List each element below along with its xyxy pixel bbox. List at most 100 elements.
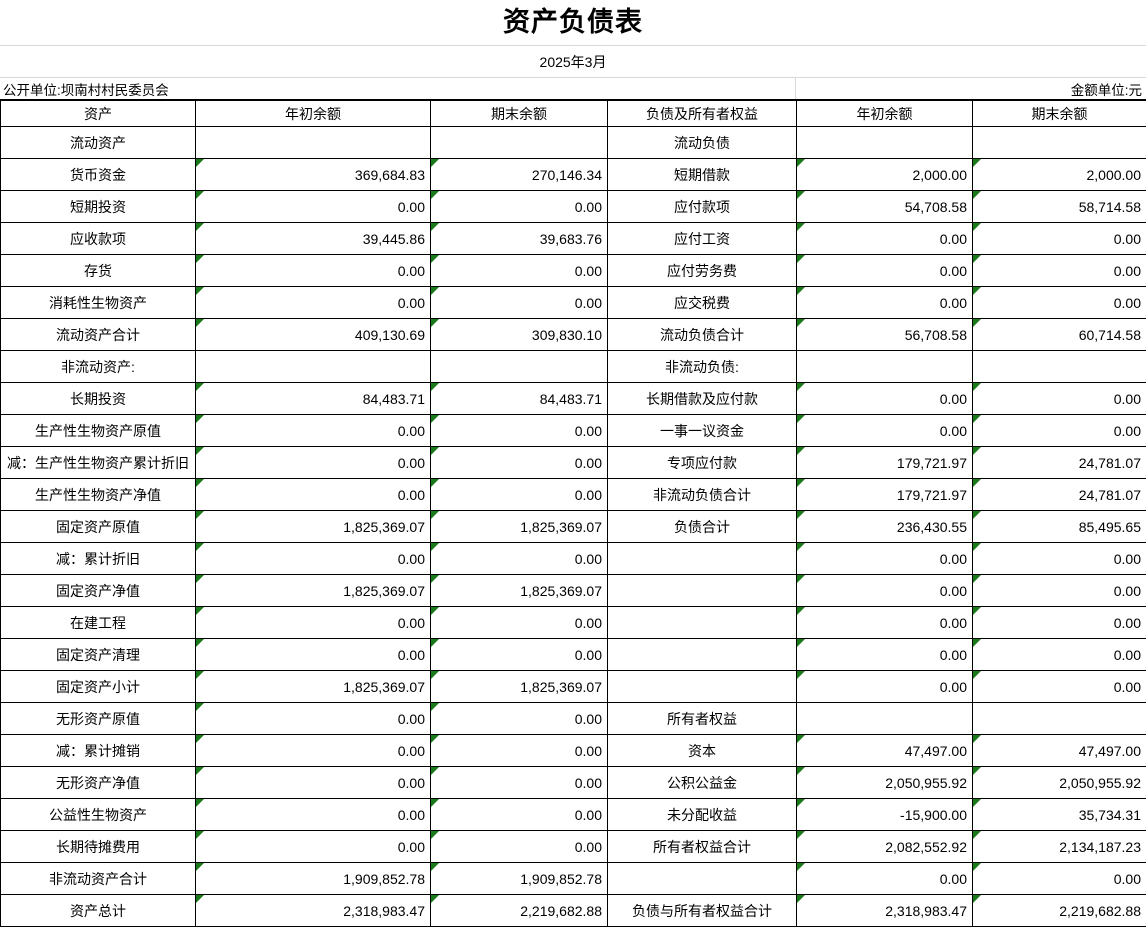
liability-label-13[interactable] — [607, 542, 797, 575]
liability-label-19[interactable]: 资本 — [607, 734, 797, 767]
asset-end-value-5[interactable]: 0.00 — [430, 286, 608, 319]
asset-end-value-9[interactable]: 0.00 — [430, 414, 608, 447]
liability-end-value-7[interactable] — [972, 350, 1146, 383]
liability-end-value-21[interactable]: 35,734.31 — [972, 798, 1146, 831]
asset-end-value-21[interactable]: 0.00 — [430, 798, 608, 831]
asset-end-value-10[interactable]: 0.00 — [430, 446, 608, 479]
asset-label-10[interactable]: 减：生产性生物资产累计折旧 — [0, 446, 196, 479]
liability-end-value-18[interactable] — [972, 702, 1146, 735]
liability-begin-value-4[interactable]: 0.00 — [796, 254, 973, 287]
liability-begin-value-24[interactable]: 2,318,983.47 — [796, 894, 973, 927]
asset-label-17[interactable]: 固定资产小计 — [0, 670, 196, 703]
asset-label-16[interactable]: 固定资产清理 — [0, 638, 196, 671]
asset-end-value-3[interactable]: 39,683.76 — [430, 222, 608, 255]
liability-end-value-20[interactable]: 2,050,955.92 — [972, 766, 1146, 799]
asset-label-15[interactable]: 在建工程 — [0, 606, 196, 639]
liability-begin-value-19[interactable]: 47,497.00 — [796, 734, 973, 767]
asset-begin-value-23[interactable]: 1,909,852.78 — [195, 862, 431, 895]
asset-label-9[interactable]: 生产性生物资产原值 — [0, 414, 196, 447]
asset-end-value-14[interactable]: 1,825,369.07 — [430, 574, 608, 607]
liability-label-9[interactable]: 一事一议资金 — [607, 414, 797, 447]
liability-begin-value-23[interactable]: 0.00 — [796, 862, 973, 895]
asset-end-value-1[interactable]: 270,146.34 — [430, 158, 608, 191]
asset-label-5[interactable]: 消耗性生物资产 — [0, 286, 196, 319]
asset-end-value-2[interactable]: 0.00 — [430, 190, 608, 223]
liability-end-value-22[interactable]: 2,134,187.23 — [972, 830, 1146, 863]
asset-begin-value-2[interactable]: 0.00 — [195, 190, 431, 223]
liability-label-7[interactable]: 非流动负债: — [607, 350, 797, 383]
liability-end-value-11[interactable]: 24,781.07 — [972, 478, 1146, 511]
asset-begin-value-22[interactable]: 0.00 — [195, 830, 431, 863]
liability-label-23[interactable] — [607, 862, 797, 895]
asset-begin-value-24[interactable]: 2,318,983.47 — [195, 894, 431, 927]
liability-label-5[interactable]: 应交税费 — [607, 286, 797, 319]
liability-end-value-6[interactable]: 60,714.58 — [972, 318, 1146, 351]
liability-begin-value-14[interactable]: 0.00 — [796, 574, 973, 607]
liability-begin-value-16[interactable]: 0.00 — [796, 638, 973, 671]
liability-label-11[interactable]: 非流动负债合计 — [607, 478, 797, 511]
asset-end-value-19[interactable]: 0.00 — [430, 734, 608, 767]
asset-label-7[interactable]: 非流动资产: — [0, 350, 196, 383]
liability-label-2[interactable]: 应付款项 — [607, 190, 797, 223]
liability-end-value-10[interactable]: 24,781.07 — [972, 446, 1146, 479]
asset-end-value-7[interactable] — [430, 350, 608, 383]
liability-label-6[interactable]: 流动负债合计 — [607, 318, 797, 351]
asset-end-value-6[interactable]: 309,830.10 — [430, 318, 608, 351]
liability-begin-value-6[interactable]: 56,708.58 — [796, 318, 973, 351]
asset-end-value-8[interactable]: 84,483.71 — [430, 382, 608, 415]
asset-label-22[interactable]: 长期待摊费用 — [0, 830, 196, 863]
liability-begin-value-21[interactable]: -15,900.00 — [796, 798, 973, 831]
liability-begin-value-7[interactable] — [796, 350, 973, 383]
asset-end-value-20[interactable]: 0.00 — [430, 766, 608, 799]
asset-label-19[interactable]: 减：累计摊销 — [0, 734, 196, 767]
asset-begin-value-6[interactable]: 409,130.69 — [195, 318, 431, 351]
liability-label-15[interactable] — [607, 606, 797, 639]
liability-end-value-0[interactable] — [972, 126, 1146, 159]
asset-end-value-17[interactable]: 1,825,369.07 — [430, 670, 608, 703]
asset-end-value-0[interactable] — [430, 126, 608, 159]
liability-label-8[interactable]: 长期借款及应付款 — [607, 382, 797, 415]
asset-begin-value-19[interactable]: 0.00 — [195, 734, 431, 767]
liability-begin-value-5[interactable]: 0.00 — [796, 286, 973, 319]
asset-label-3[interactable]: 应收款项 — [0, 222, 196, 255]
liability-label-14[interactable] — [607, 574, 797, 607]
asset-label-13[interactable]: 减：累计折旧 — [0, 542, 196, 575]
liability-end-value-2[interactable]: 58,714.58 — [972, 190, 1146, 223]
asset-end-value-24[interactable]: 2,219,682.88 — [430, 894, 608, 927]
asset-label-21[interactable]: 公益性生物资产 — [0, 798, 196, 831]
liability-label-18[interactable]: 所有者权益 — [607, 702, 797, 735]
liability-begin-value-0[interactable] — [796, 126, 973, 159]
liability-begin-value-12[interactable]: 236,430.55 — [796, 510, 973, 543]
asset-end-value-23[interactable]: 1,909,852.78 — [430, 862, 608, 895]
asset-begin-value-12[interactable]: 1,825,369.07 — [195, 510, 431, 543]
liability-label-4[interactable]: 应付劳务费 — [607, 254, 797, 287]
asset-end-value-4[interactable]: 0.00 — [430, 254, 608, 287]
asset-label-4[interactable]: 存货 — [0, 254, 196, 287]
liability-begin-value-8[interactable]: 0.00 — [796, 382, 973, 415]
liability-label-22[interactable]: 所有者权益合计 — [607, 830, 797, 863]
liability-label-16[interactable] — [607, 638, 797, 671]
liability-label-10[interactable]: 专项应付款 — [607, 446, 797, 479]
liability-end-value-14[interactable]: 0.00 — [972, 574, 1146, 607]
asset-begin-value-9[interactable]: 0.00 — [195, 414, 431, 447]
asset-begin-value-0[interactable] — [195, 126, 431, 159]
liability-label-20[interactable]: 公积公益金 — [607, 766, 797, 799]
asset-begin-value-8[interactable]: 84,483.71 — [195, 382, 431, 415]
asset-end-value-11[interactable]: 0.00 — [430, 478, 608, 511]
asset-label-18[interactable]: 无形资产原值 — [0, 702, 196, 735]
asset-label-0[interactable]: 流动资产 — [0, 126, 196, 159]
liability-end-value-23[interactable]: 0.00 — [972, 862, 1146, 895]
liability-end-value-9[interactable]: 0.00 — [972, 414, 1146, 447]
asset-begin-value-10[interactable]: 0.00 — [195, 446, 431, 479]
liability-label-21[interactable]: 未分配收益 — [607, 798, 797, 831]
liability-label-12[interactable]: 负债合计 — [607, 510, 797, 543]
asset-begin-value-14[interactable]: 1,825,369.07 — [195, 574, 431, 607]
liability-end-value-3[interactable]: 0.00 — [972, 222, 1146, 255]
asset-end-value-12[interactable]: 1,825,369.07 — [430, 510, 608, 543]
asset-begin-value-1[interactable]: 369,684.83 — [195, 158, 431, 191]
liability-begin-value-9[interactable]: 0.00 — [796, 414, 973, 447]
asset-label-24[interactable]: 资产总计 — [0, 894, 196, 927]
liability-end-value-8[interactable]: 0.00 — [972, 382, 1146, 415]
asset-begin-value-20[interactable]: 0.00 — [195, 766, 431, 799]
asset-begin-value-4[interactable]: 0.00 — [195, 254, 431, 287]
